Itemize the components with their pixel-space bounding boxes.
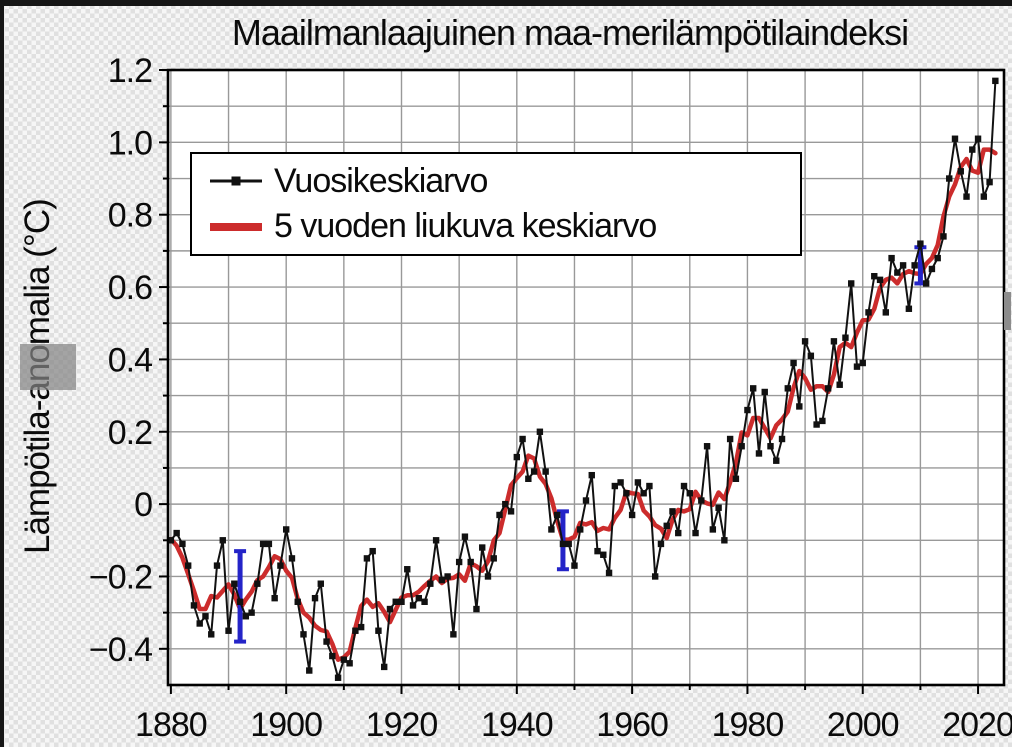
selection-highlight-artifact bbox=[20, 344, 76, 390]
x-tick-label: 1960 bbox=[596, 706, 668, 744]
x-tick-label: 1980 bbox=[712, 706, 784, 744]
x-tick-label: 1900 bbox=[250, 706, 322, 744]
y-tick-label: 1.0 bbox=[108, 124, 152, 162]
top-border-bar bbox=[0, 0, 1012, 6]
legend-item-running-mean: 5 vuoden liukuva keskiarvo bbox=[192, 205, 800, 249]
legend-item-annual: Vuosikeskiarvo bbox=[192, 159, 800, 203]
y-tick-label: 0.2 bbox=[108, 414, 152, 452]
chart-title: Maailmanlaajuinen maa-merilämpötilaindek… bbox=[231, 12, 909, 53]
legend-label-annual: Vuosikeskiarvo bbox=[274, 161, 488, 200]
x-tick-label: 1880 bbox=[135, 706, 207, 744]
y-tick-label: 0 bbox=[134, 486, 152, 524]
x-tick-label: 2000 bbox=[827, 706, 899, 744]
x-tick-label: 1920 bbox=[366, 706, 438, 744]
y-tick-label: 0.8 bbox=[108, 197, 152, 235]
y-tick-label: 1.2 bbox=[108, 52, 152, 90]
y-tick-label: 0.4 bbox=[108, 341, 152, 379]
x-tick-label: 2020 bbox=[942, 706, 1012, 744]
x-tick-label: 1940 bbox=[481, 706, 553, 744]
y-tick-label: −0.4 bbox=[89, 631, 152, 669]
legend: Vuosikeskiarvo 5 vuoden liukuva keskiarv… bbox=[190, 152, 802, 256]
y-tick-label: −0.2 bbox=[89, 558, 152, 596]
left-border-bar bbox=[0, 0, 4, 747]
y-tick-label: 0.6 bbox=[108, 269, 152, 307]
legend-label-running-mean: 5 vuoden liukuva keskiarvo bbox=[274, 207, 657, 246]
scrollbar-fragment-artifact bbox=[1004, 292, 1011, 330]
